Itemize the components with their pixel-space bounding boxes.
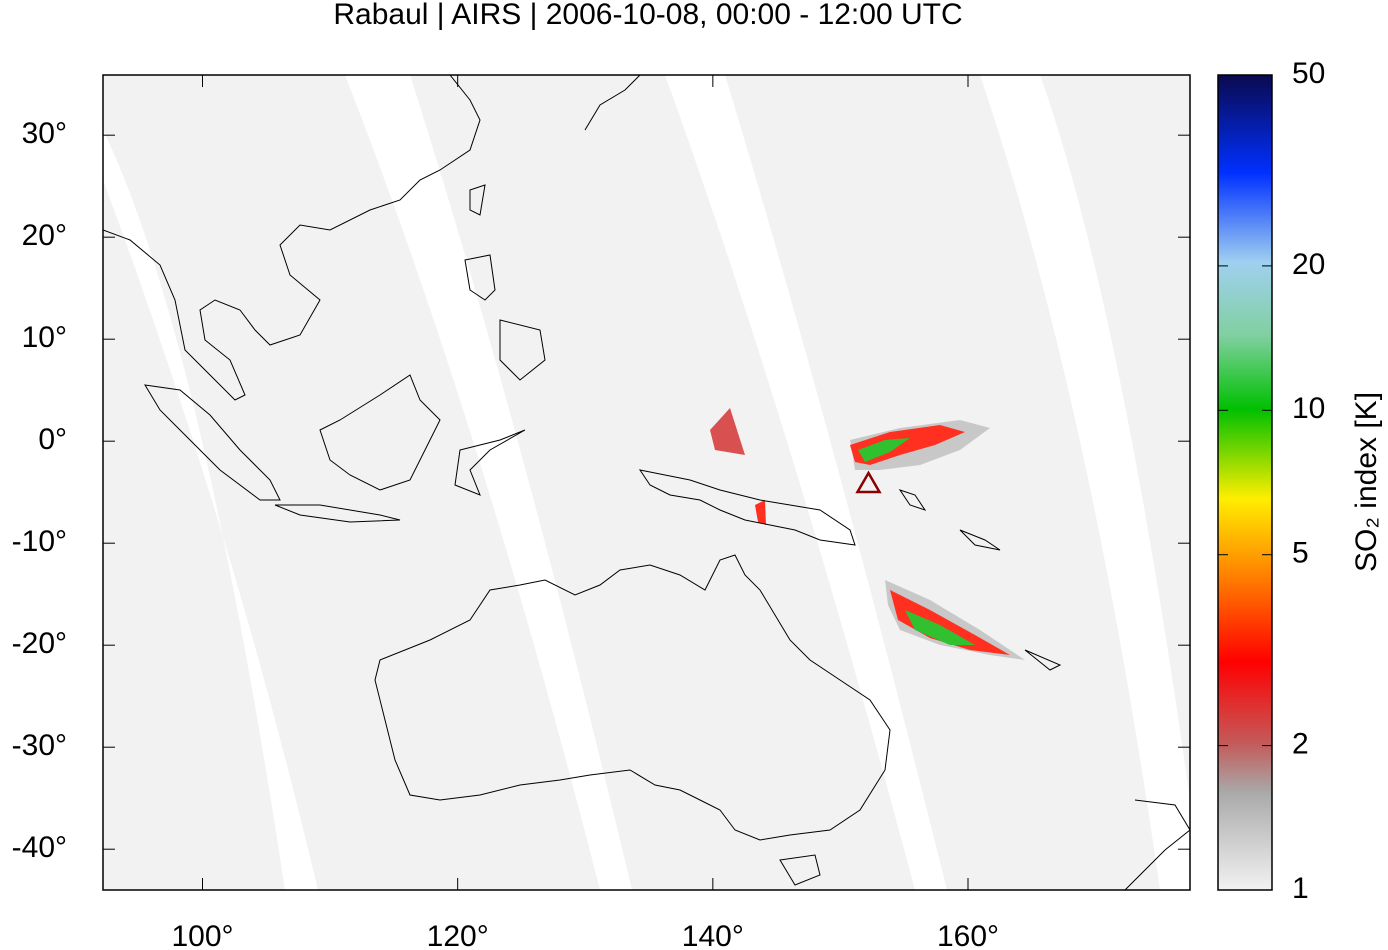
colorbar-tick-label: 5 — [1292, 537, 1309, 570]
swath-gap — [980, 75, 1190, 890]
volcano-marker — [855, 470, 882, 494]
y-tick-label: -40° — [12, 831, 67, 864]
colorbar — [1217, 74, 1273, 891]
x-tick-label: 140° — [682, 920, 744, 950]
y-tick-label: 10° — [22, 321, 67, 354]
map-frame — [102, 74, 1191, 891]
y-tick-label: -10° — [12, 525, 67, 558]
x-tick-label: 160° — [937, 920, 999, 950]
colorbar-label: SO₂ index [K] — [1350, 392, 1383, 572]
y-tick-label: 20° — [22, 219, 67, 252]
chart-title: Rabaul | AIRS | 2006-10-08, 00:00 - 12:0… — [333, 0, 962, 31]
colorbar-tick-label: 50 — [1292, 57, 1325, 90]
coastlines — [103, 75, 1190, 890]
swath-gap — [103, 130, 318, 890]
colorbar-tick-label: 2 — [1292, 728, 1309, 761]
y-tick-label: -30° — [12, 729, 67, 762]
x-tick-label: 120° — [427, 920, 489, 950]
swath-coverage — [103, 75, 1190, 890]
y-tick-label: 30° — [22, 117, 67, 150]
x-tick-label: 100° — [171, 920, 233, 950]
colorbar-tick-label: 20 — [1292, 248, 1325, 281]
map-area — [103, 75, 1190, 890]
so2-plume — [710, 408, 1025, 660]
swath-gap — [665, 75, 947, 890]
colorbar-tick-label: 10 — [1292, 392, 1325, 425]
y-tick-label: 0° — [38, 423, 67, 456]
colorbar-tick-label: 1 — [1292, 872, 1309, 905]
y-tick-label: -20° — [12, 627, 67, 660]
swath-gap — [345, 75, 632, 890]
